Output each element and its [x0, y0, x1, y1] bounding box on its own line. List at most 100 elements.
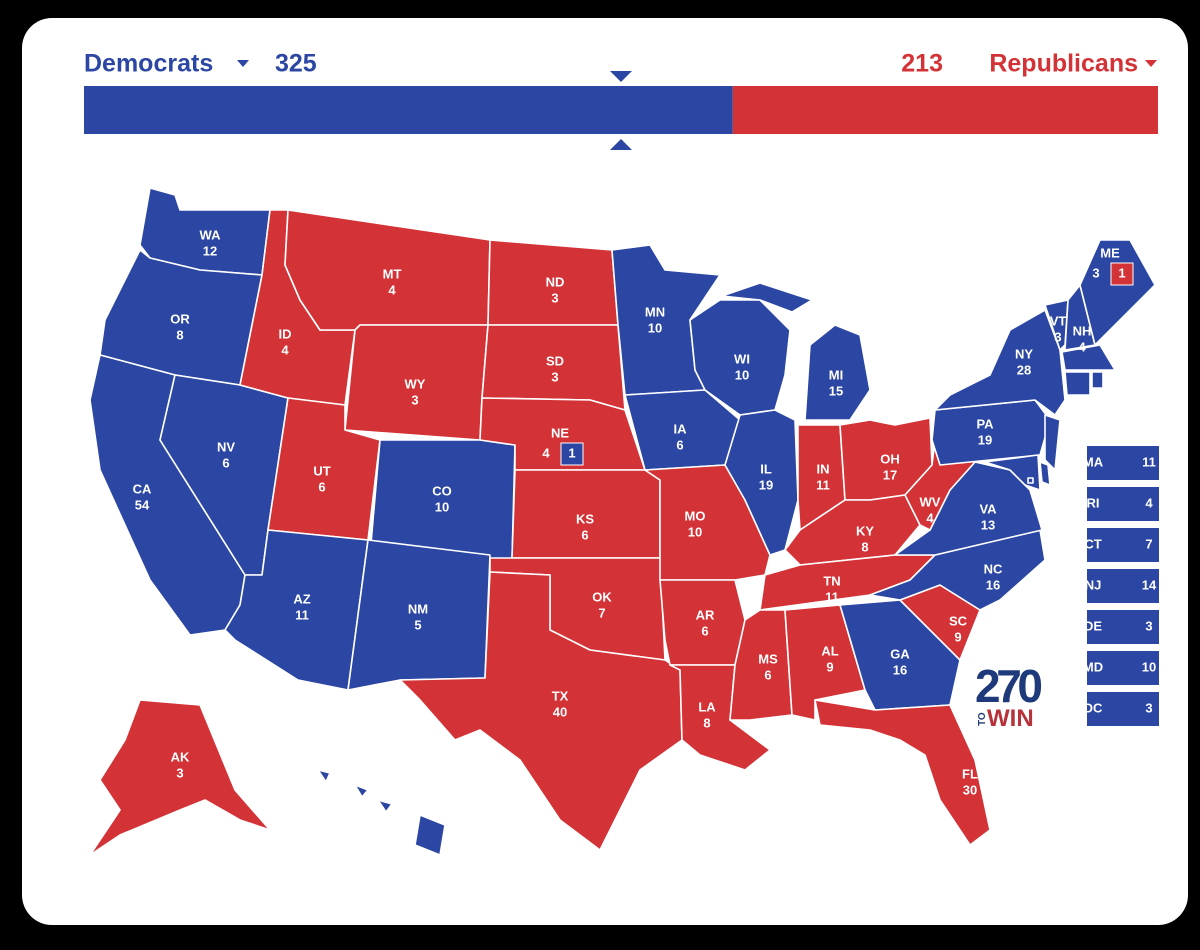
state-shape: [317, 769, 331, 783]
state[interactable]: [814, 699, 991, 846]
state-shape[interactable]: [984, 454, 1041, 491]
state-shape: [689, 299, 791, 416]
state-abbr: PA: [976, 416, 994, 431]
state-votes: 6: [318, 479, 325, 494]
state-shape[interactable]: [1027, 477, 1034, 484]
state-abbr: NE: [551, 425, 569, 440]
state[interactable]: [317, 769, 446, 856]
state-abbr: NM: [408, 601, 428, 616]
state-abbr: NV: [217, 439, 235, 454]
state-votes: 13: [981, 517, 995, 532]
small-states: MA 11 RI 4 CT 7 NJ 14 DE 3 MD 10 DC 3: [1083, 446, 1159, 726]
state-abbr: VA: [979, 501, 997, 516]
state-votes: 16: [893, 662, 907, 677]
state-votes: 19: [759, 477, 773, 492]
state-abbr: OR: [170, 311, 190, 326]
state[interactable]: [1079, 239, 1156, 346]
header: Democrats 325 Republicans 213: [84, 50, 1158, 150]
state-shape[interactable]: [1044, 414, 1061, 471]
state-shape: [934, 309, 1066, 416]
state-votes: 6: [701, 623, 708, 638]
republicans-dropdown[interactable]: Republicans: [989, 50, 1157, 78]
state-votes: 3: [1054, 329, 1061, 344]
state-votes: 10: [735, 367, 749, 382]
state-abbr: NY: [1015, 346, 1033, 361]
democrats-dropdown[interactable]: Democrats: [84, 50, 249, 78]
state-shape: [729, 609, 793, 721]
vote-total: 213: [901, 50, 943, 78]
state-abbr: CO: [432, 483, 452, 498]
state-shape[interactable]: [1064, 371, 1091, 396]
state-shape[interactable]: [1091, 371, 1104, 389]
small-state-box[interactable]: NJ 14: [1085, 569, 1159, 603]
state-votes: 14: [1142, 577, 1157, 592]
state-votes: 3: [1145, 700, 1152, 715]
state-votes: 11: [1142, 454, 1156, 469]
state-abbr: AK: [171, 749, 190, 764]
state[interactable]: [689, 299, 791, 416]
state-votes: 9: [954, 629, 961, 644]
split-box: [1110, 262, 1134, 286]
state-abbr: SC: [949, 613, 968, 628]
logo-win: WIN: [987, 705, 1034, 732]
state[interactable]: [721, 282, 871, 421]
state-shape: [89, 699, 271, 856]
small-state-box[interactable]: DC 3: [1084, 692, 1159, 726]
state[interactable]: [399, 571, 683, 851]
small-state-box[interactable]: DE 3: [1084, 610, 1159, 644]
split-votes: 1: [568, 445, 575, 460]
state-votes: 40: [553, 704, 567, 719]
state-abbr: HI: [392, 831, 405, 846]
vote-total: 325: [275, 50, 317, 78]
logo-to: TO: [977, 712, 988, 726]
state-shape: [399, 571, 683, 851]
state-shape[interactable]: [1061, 344, 1116, 371]
small-state-box[interactable]: CT 7: [1084, 528, 1159, 562]
state-votes: 3: [1145, 618, 1152, 633]
party-label: Democrats: [84, 50, 213, 78]
state-abbr: LA: [698, 699, 716, 714]
state-votes: 30: [963, 782, 977, 797]
state-votes: 7: [598, 605, 605, 620]
state[interactable]: [729, 609, 793, 721]
state-votes: 19: [978, 432, 992, 447]
state-abbr: UT: [313, 463, 330, 478]
state-shape[interactable]: [1039, 461, 1051, 486]
small-state-box[interactable]: RI 4: [1087, 487, 1160, 521]
state[interactable]: [934, 309, 1066, 416]
state-votes: 5: [414, 617, 421, 632]
small-state-box[interactable]: MD 10: [1083, 651, 1159, 685]
state-votes: 6: [764, 667, 771, 682]
state-votes: 10: [688, 524, 702, 539]
split-box: [560, 442, 584, 466]
state-votes: 3: [551, 290, 558, 305]
state-votes: 7: [1145, 536, 1152, 551]
state-votes: 6: [581, 527, 588, 542]
state-votes: 4: [926, 510, 934, 525]
state-votes: 4: [542, 445, 550, 460]
box: [1087, 569, 1159, 603]
state-votes: 4: [394, 847, 402, 862]
state-shape: [721, 282, 813, 313]
state-votes: 4: [1078, 339, 1086, 354]
state-abbr: WA: [200, 227, 222, 242]
state-abbr: RI: [1087, 495, 1100, 510]
state-abbr: IA: [674, 421, 688, 436]
state-votes: 8: [703, 715, 710, 730]
party-label: Republicans: [989, 50, 1138, 78]
state-votes: 3: [411, 392, 418, 407]
state-abbr: WV: [920, 494, 941, 509]
state-abbr: MT: [383, 266, 402, 281]
state-abbr: ME: [1100, 245, 1120, 260]
state-abbr: MD: [1083, 659, 1103, 674]
state[interactable]: [89, 699, 271, 856]
state-votes: 11: [295, 607, 309, 622]
state-abbr: MN: [645, 304, 665, 319]
box: [1087, 487, 1159, 521]
midpoint-marker: [610, 139, 632, 150]
state-abbr: NC: [984, 561, 1003, 576]
small-state-box[interactable]: MA 11: [1083, 446, 1159, 480]
state-votes: 4: [1145, 495, 1153, 510]
republican-bar: [732, 86, 1158, 134]
